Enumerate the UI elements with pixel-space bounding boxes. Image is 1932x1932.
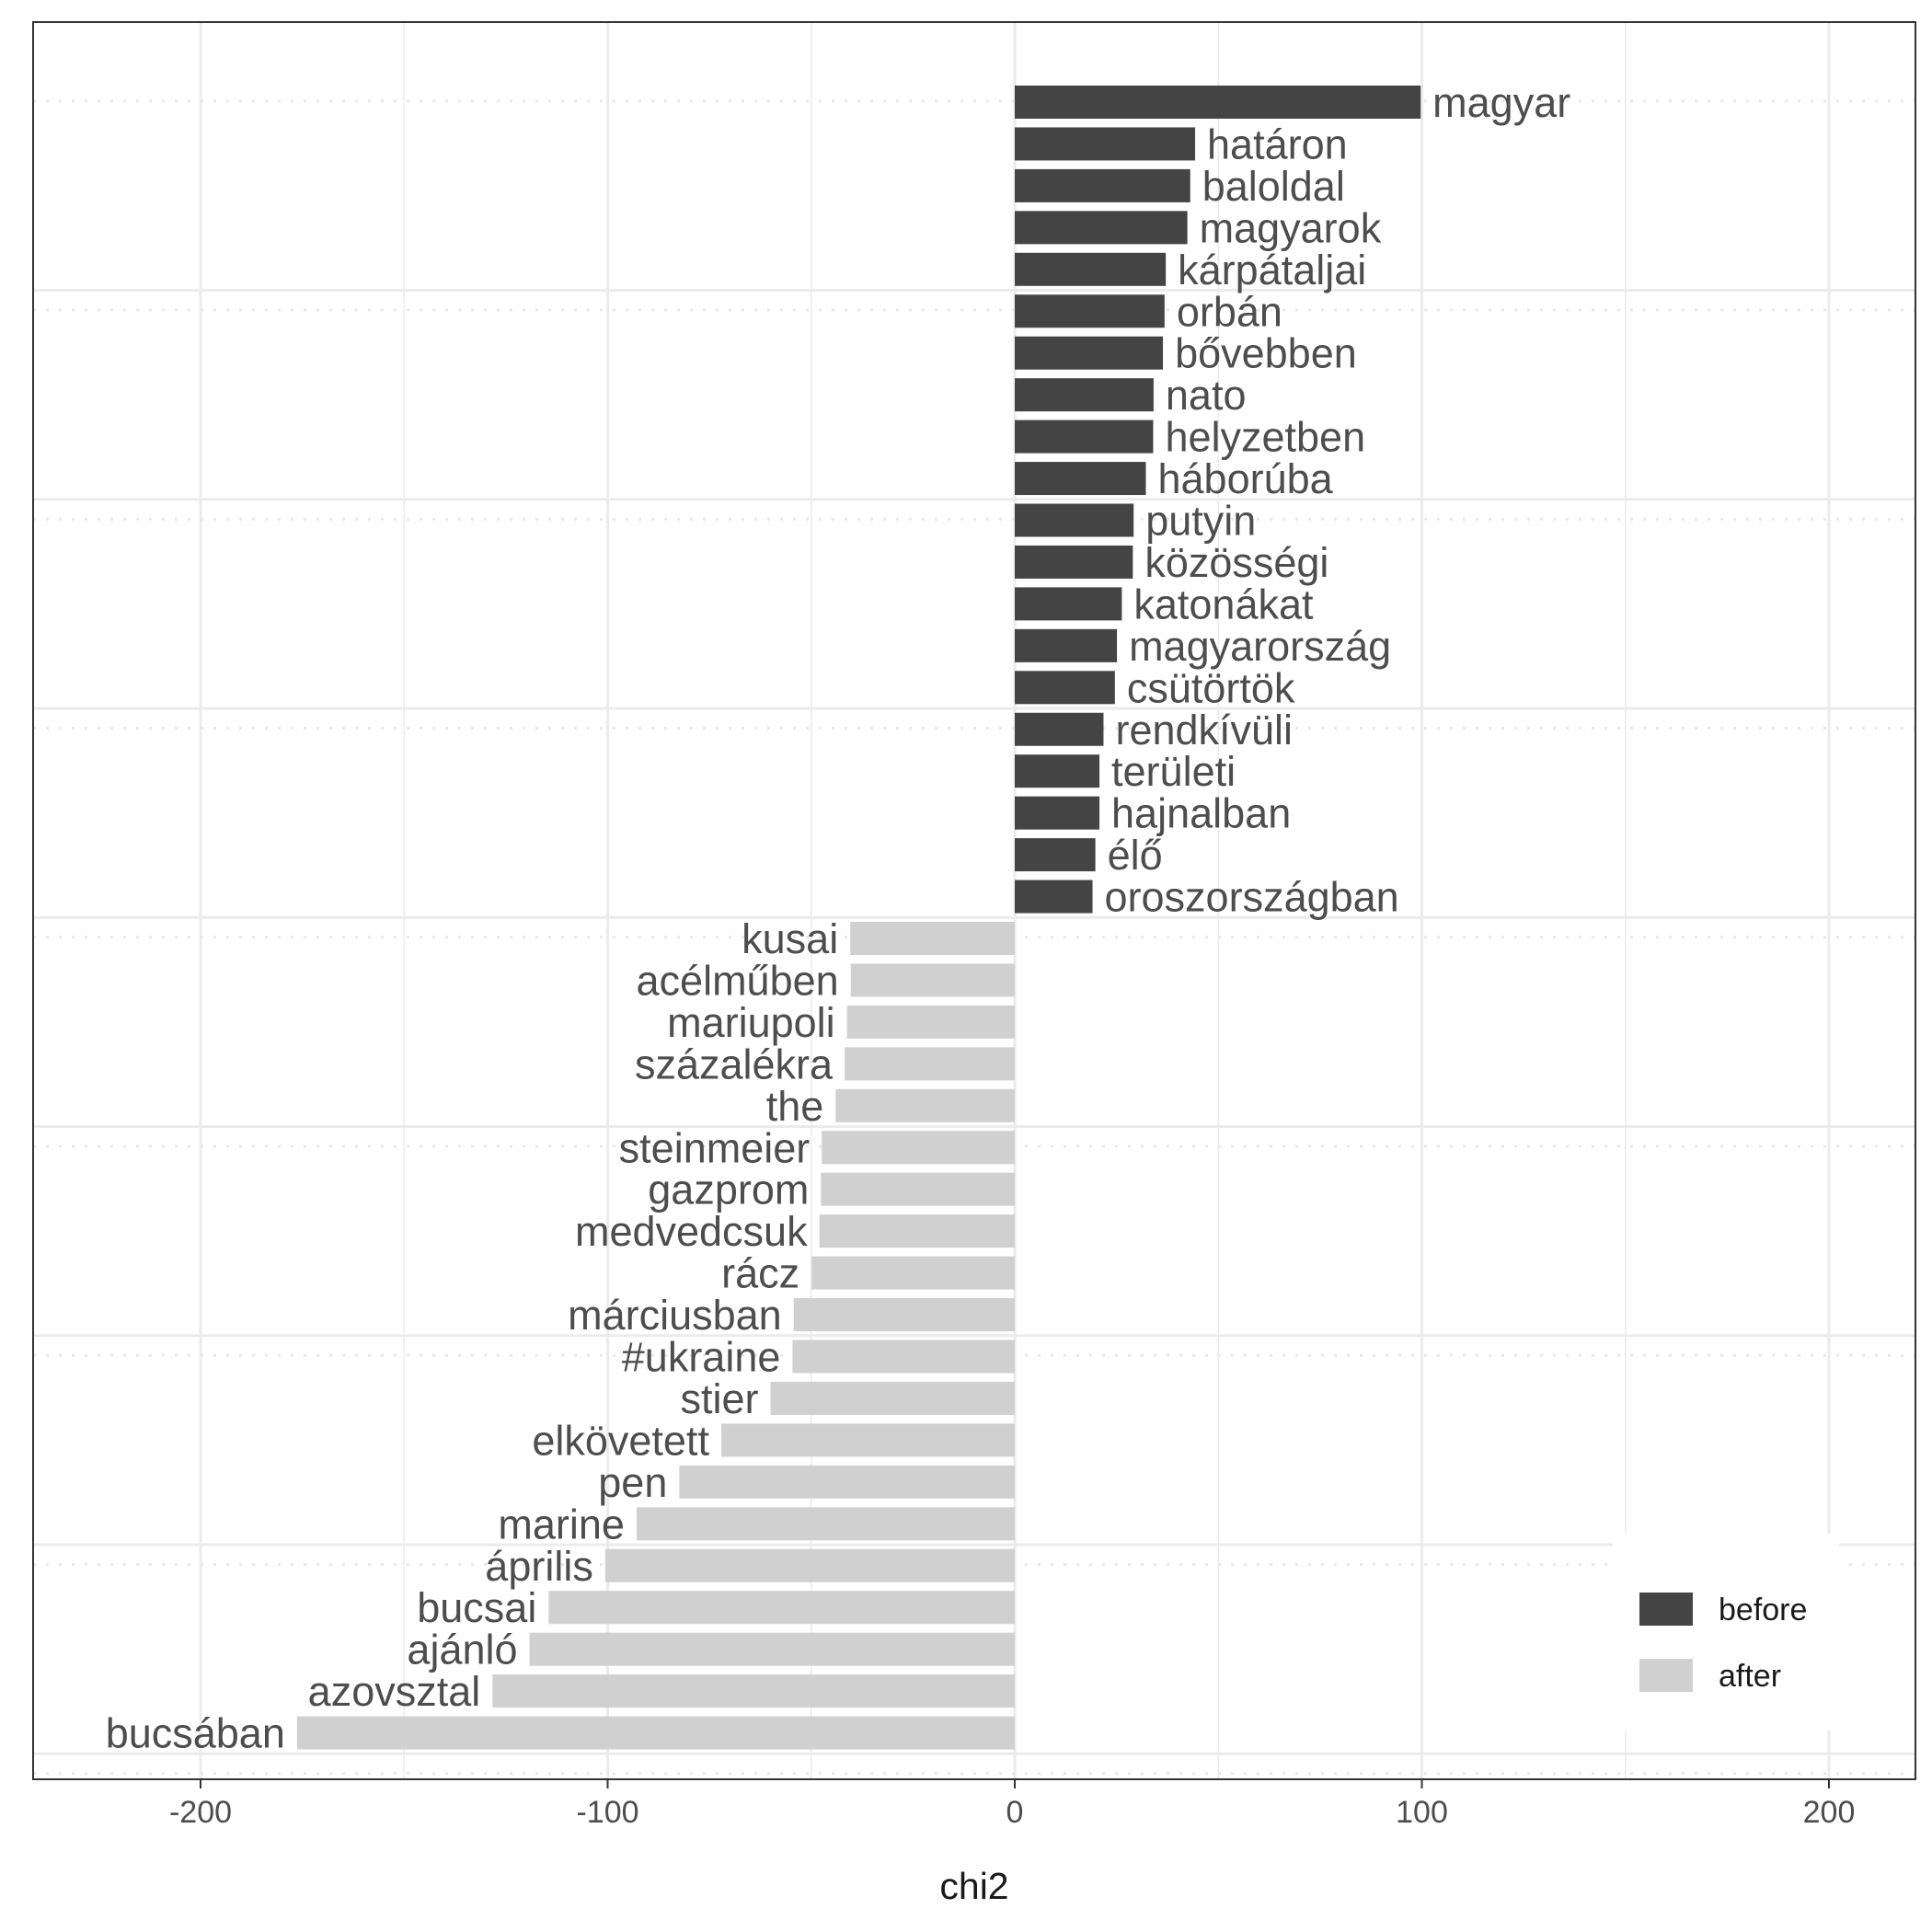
bar-#ukraine <box>792 1340 1015 1374</box>
bar-oroszországban <box>1015 880 1093 914</box>
bar-márciusban <box>793 1298 1015 1332</box>
bar-label-baloldal: baloldal <box>1202 163 1345 210</box>
bar-label-április: április <box>485 1543 593 1590</box>
bar-baloldal <box>1015 168 1190 202</box>
bar-putyin <box>1015 503 1134 537</box>
bar-orbán <box>1015 294 1165 328</box>
bar-határon <box>1015 127 1196 161</box>
bar-bucsai <box>548 1591 1015 1625</box>
bar-label-hajnalban: hajnalban <box>1111 790 1291 837</box>
bar-label-határon: határon <box>1207 121 1348 167</box>
bar-label-nato: nato <box>1166 372 1247 419</box>
bar-label-háborúba: háborúba <box>1157 455 1333 502</box>
bar-elkövetett <box>720 1423 1015 1457</box>
bar-label-marine: marine <box>498 1501 625 1547</box>
bar-label-pen: pen <box>598 1459 667 1506</box>
bar-medvedcsuk <box>819 1214 1015 1248</box>
legend-label-after: after <box>1719 1659 1781 1694</box>
bar-label-ajánló: ajánló <box>407 1627 517 1673</box>
bar-rendkívüli <box>1015 712 1104 746</box>
bar-label-the: the <box>766 1083 824 1130</box>
plot-panel-border <box>32 21 1916 1780</box>
bar-label-putyin: putyin <box>1145 498 1256 545</box>
bar-label-élő: élő <box>1108 832 1163 879</box>
bar-label-oroszországban: oroszországban <box>1105 874 1399 921</box>
bar-label-magyarország: magyarország <box>1129 623 1391 670</box>
bar-label-bővebben: bővebben <box>1175 330 1357 377</box>
bar-rácz <box>811 1256 1015 1290</box>
bar-csütörtök <box>1015 671 1115 705</box>
bar-label-acélműben: acélműben <box>637 957 839 1004</box>
bar-label-közösségi: közösségi <box>1144 539 1328 586</box>
bars <box>296 86 1421 1750</box>
bar-label-területi: területi <box>1111 748 1236 795</box>
bar-pen <box>679 1465 1015 1499</box>
x-axis-ticks: -200 -100 0 100 200 <box>169 1779 1855 1830</box>
bar-azovsztal <box>492 1674 1015 1708</box>
bar-label-rácz: rácz <box>721 1250 799 1297</box>
bar-label-magyarok: magyarok <box>1200 204 1382 251</box>
bar-steinmeier <box>822 1131 1015 1165</box>
bar-the <box>835 1088 1015 1122</box>
x-tick-label: -100 <box>576 1795 638 1830</box>
bar-nato <box>1015 378 1154 412</box>
bar-területi <box>1015 754 1100 788</box>
bar-százalékra <box>845 1047 1015 1081</box>
bar-közösségi <box>1015 545 1133 579</box>
x-tick-label: 100 <box>1396 1795 1448 1830</box>
x-tick-label: 0 <box>1006 1795 1024 1830</box>
bar-label-bucsában: bucsában <box>106 1710 285 1757</box>
bar-magyarok <box>1015 211 1188 245</box>
bar-stier <box>770 1381 1015 1415</box>
legend-key-after <box>1639 1659 1693 1692</box>
bar-label-azovsztal: azovsztal <box>308 1668 481 1715</box>
bar-labels: magyar határonbaloldalmagyarokkárpátaljai… <box>106 79 1571 1757</box>
bar-label-helyzetben: helyzetben <box>1165 414 1365 461</box>
bar-label-orbán: orbán <box>1177 288 1282 335</box>
bar-label-magyar: magyar <box>1432 79 1570 126</box>
bar-label-kárpátaljai: kárpátaljai <box>1178 247 1366 293</box>
bar-label-márciusban: márciusban <box>568 1292 782 1339</box>
bar-április <box>604 1548 1015 1582</box>
bar-label-steinmeier: steinmeier <box>619 1124 811 1171</box>
x-axis-title: chi2 <box>939 1865 1008 1907</box>
bar-gazprom <box>821 1172 1015 1206</box>
bar-label-elkövetett: elkövetett <box>532 1417 709 1464</box>
bar-magyarország <box>1015 628 1118 662</box>
bar-label-százalékra: százalékra <box>635 1041 834 1087</box>
bar-hajnalban <box>1015 796 1100 830</box>
bar-acélműben <box>850 963 1015 997</box>
bar-háborúba <box>1015 462 1146 496</box>
bar-label-kusai: kusai <box>742 915 838 962</box>
legend-background <box>1613 1534 1839 1731</box>
bar-helyzetben <box>1015 420 1154 454</box>
bar-label-medvedcsuk: medvedcsuk <box>575 1208 808 1255</box>
bar-bucsában <box>296 1716 1015 1750</box>
bar-label-mariupoli: mariupoli <box>667 999 835 1046</box>
bar-label-csütörtök: csütörtök <box>1127 664 1295 711</box>
bar-label-gazprom: gazprom <box>648 1167 809 1213</box>
x-tick-label: 200 <box>1803 1795 1856 1830</box>
bar-élő <box>1015 838 1096 872</box>
bar-katonákat <box>1015 587 1122 621</box>
bar-marine <box>636 1507 1015 1541</box>
bar-kusai <box>850 922 1015 955</box>
bar-bővebben <box>1015 336 1164 370</box>
bar-mariupoli <box>846 1005 1015 1039</box>
bar-kárpátaljai <box>1015 252 1167 286</box>
legend-key-before <box>1639 1593 1693 1626</box>
bar-ajánló <box>529 1632 1015 1666</box>
bar-label-katonákat: katonákat <box>1133 581 1314 627</box>
legend: before after <box>1613 1534 1839 1731</box>
bar-label-stier: stier <box>680 1375 758 1422</box>
x-tick-label: -200 <box>169 1795 232 1830</box>
bar-magyar <box>1015 86 1421 119</box>
bar-label-rendkívüli: rendkívüli <box>1115 707 1293 753</box>
bar-label-#ukraine: #ukraine <box>622 1334 781 1381</box>
legend-label-before: before <box>1719 1593 1807 1627</box>
bar-label-bucsai: bucsai <box>417 1584 536 1631</box>
